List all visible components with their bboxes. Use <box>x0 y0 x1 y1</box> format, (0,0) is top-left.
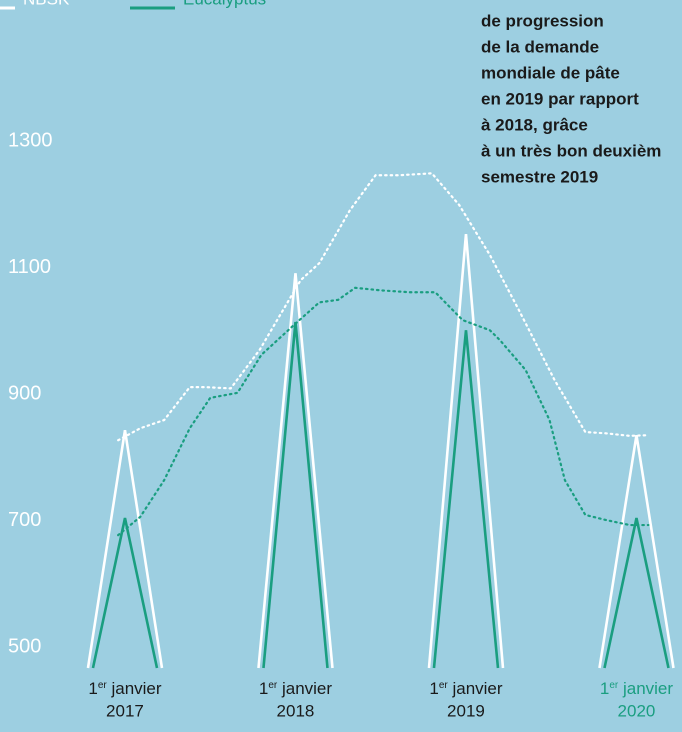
annual-peak <box>86 429 164 669</box>
caption-text: janvier <box>618 679 673 698</box>
annual-peak <box>257 273 334 669</box>
y-tick-label: 500 <box>8 635 41 657</box>
caption-number: 1 <box>88 679 97 698</box>
y-tick-label: 900 <box>8 382 41 404</box>
annotation-line: en 2019 par rapport <box>481 89 639 108</box>
annotation-line: à un très bon deuxièm <box>481 141 661 160</box>
x-tick-caption: 1er janvier <box>259 679 333 698</box>
caption-number: 1 <box>600 679 609 698</box>
x-tick-label: 2019 <box>447 701 485 720</box>
annual-peak <box>432 330 500 669</box>
x-tick-caption: 1er janvier <box>88 679 162 698</box>
annotation-line: mondiale de pâte <box>481 63 620 82</box>
legend-label: NBSK <box>23 0 70 8</box>
x-tick-label: 2018 <box>277 701 315 720</box>
caption-suffix: er <box>268 680 278 691</box>
x-tick-caption: 1er janvier <box>429 679 503 698</box>
annotation-line: semestre 2019 <box>481 167 598 186</box>
annotation-line: de progression <box>481 11 604 30</box>
caption-text: janvier <box>448 679 503 698</box>
annual-peak <box>262 321 329 669</box>
caption-text: janvier <box>277 679 332 698</box>
annual-peak <box>598 435 675 669</box>
caption-number: 1 <box>429 679 438 698</box>
y-tick-label: 1300 <box>8 129 53 151</box>
y-tick-label: 1100 <box>8 256 51 278</box>
caption-suffix: er <box>609 680 619 691</box>
series-line <box>117 286 650 537</box>
annual-peak <box>91 517 159 669</box>
legend-label: Eucalyptus <box>183 0 266 8</box>
caption-number: 1 <box>259 679 268 698</box>
caption-suffix: er <box>98 680 108 691</box>
caption-text: janvier <box>107 679 162 698</box>
y-tick-label: 700 <box>8 509 41 531</box>
annotation-line: de la demande <box>481 37 599 56</box>
annotation-line: à 2018, grâce <box>481 115 588 134</box>
annual-peak <box>603 517 670 669</box>
x-tick-label: 2020 <box>618 701 656 720</box>
x-tick-caption: 1er janvier <box>600 679 674 698</box>
series-line <box>117 172 650 442</box>
x-tick-label: 2017 <box>106 701 144 720</box>
caption-suffix: er <box>439 680 449 691</box>
annual-peak <box>427 233 505 669</box>
